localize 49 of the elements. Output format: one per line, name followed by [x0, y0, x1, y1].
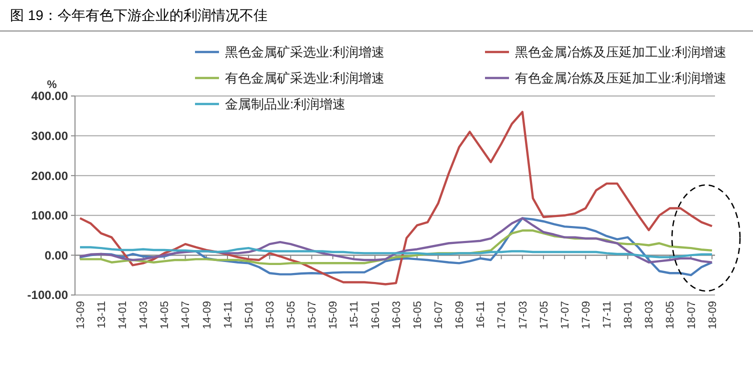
x-tick-label: 16-11 — [475, 301, 488, 328]
y-tick-label: 300.00 — [31, 129, 68, 143]
x-tick-label: 18-01 — [622, 301, 635, 330]
x-tick-label: 18-09 — [706, 301, 719, 330]
x-tick-label: 16-07 — [432, 301, 445, 330]
x-tick-label: 15-01 — [243, 301, 256, 330]
y-tick-label: 0.00 — [44, 248, 68, 262]
line-series — [78, 217, 714, 276]
y-axis-title: % — [47, 79, 57, 91]
x-tick-label: 18-05 — [664, 301, 677, 330]
x-tick-label: 18-03 — [644, 301, 656, 330]
legend-label: 黑色金属矿采选业:利润增速 — [225, 44, 385, 60]
line-series — [78, 229, 714, 266]
legend-label: 有色金属冶炼及压延加工业:利润增速 — [515, 70, 727, 86]
x-tick-label: 16-09 — [454, 301, 466, 330]
x-tick-label: 18-07 — [686, 301, 698, 330]
x-tick-label: 13-09 — [74, 301, 87, 330]
y-tick-label: -100.00 — [27, 288, 68, 302]
x-tick-label: 14-05 — [159, 301, 172, 330]
line-series — [78, 110, 714, 286]
legend-label: 金属制品业:利润增速 — [225, 96, 346, 112]
legend-label: 有色金属矿采选业:利润增速 — [225, 70, 385, 86]
y-tick-label: 200.00 — [31, 168, 68, 183]
x-tick-label: 17-05 — [538, 301, 550, 330]
x-tick-label: 13-11 — [96, 301, 108, 328]
x-tick-label: 17-03 — [517, 301, 530, 330]
x-tick-label: 16-03 — [390, 301, 403, 330]
x-tick-label: 14-07 — [180, 301, 192, 330]
legend-label: 黑色金属冶炼及压延加工业:利润增速 — [515, 44, 727, 60]
chart-title: 图 19：今年有色下游企业的利润情况不佳 — [10, 7, 268, 23]
x-tick-label: 16-01 — [370, 301, 382, 330]
x-tick-label: 14-01 — [116, 301, 129, 330]
y-tick-label: 400.00 — [31, 89, 68, 104]
y-tick-label: 100.00 — [31, 208, 68, 223]
x-tick-label: 16-05 — [412, 301, 424, 330]
x-tick-label: 15-03 — [264, 301, 276, 330]
x-tick-label: 17-01 — [496, 301, 508, 330]
x-tick-label: 14-11 — [222, 301, 234, 328]
x-tick-label: 15-09 — [328, 301, 340, 330]
x-tick-label: 14-03 — [138, 301, 150, 330]
line-series — [78, 246, 714, 258]
line-series — [78, 217, 714, 264]
x-tick-label: 15-05 — [286, 301, 298, 330]
x-tick-label: 17-09 — [580, 301, 592, 330]
x-tick-label: 15-07 — [306, 301, 319, 330]
x-tick-label: 17-07 — [559, 301, 572, 330]
x-tick-label: 14-09 — [201, 301, 214, 330]
x-tick-label: 15-11 — [348, 301, 361, 328]
x-tick-label: 17-11 — [602, 301, 614, 328]
